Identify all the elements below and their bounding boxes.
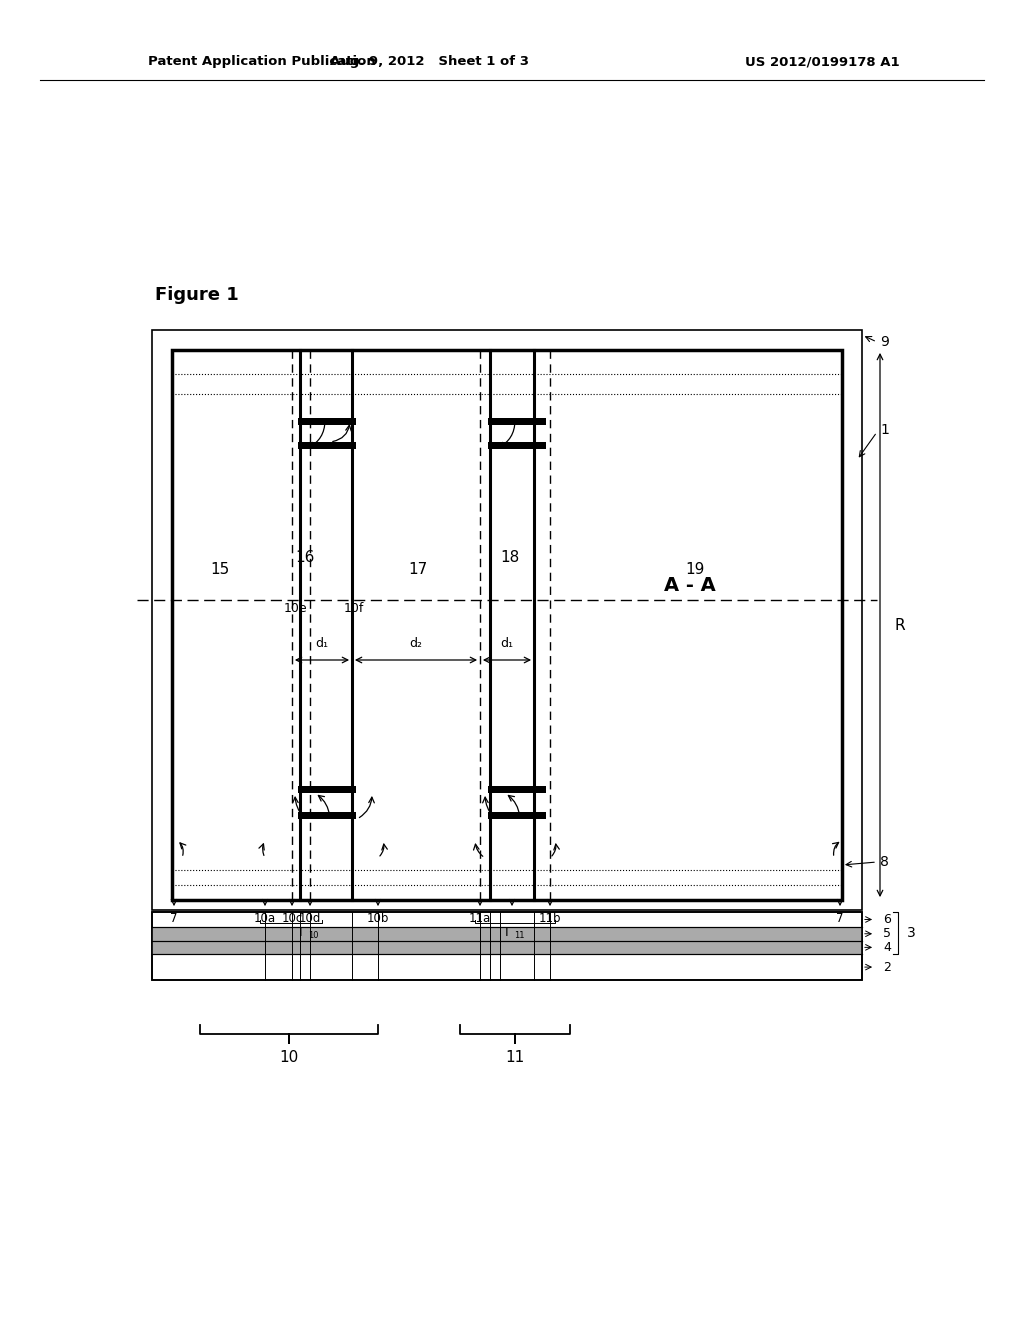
Text: 11: 11: [514, 932, 524, 940]
Text: 7: 7: [170, 912, 178, 924]
Text: 7: 7: [837, 912, 844, 924]
Text: T: T: [297, 925, 305, 939]
Text: 10: 10: [308, 932, 318, 940]
Text: 8: 8: [880, 855, 889, 869]
Text: Patent Application Publication: Patent Application Publication: [148, 55, 376, 69]
Text: 6: 6: [883, 913, 891, 927]
Bar: [298, 418, 356, 425]
Text: 10c: 10c: [282, 912, 303, 924]
Text: 10d: 10d: [299, 912, 322, 924]
Bar: [298, 785, 356, 793]
Bar: [488, 442, 546, 449]
Bar: [488, 812, 546, 818]
Bar: [152, 912, 862, 979]
Text: A - A: A - A: [665, 576, 716, 595]
Bar: [298, 812, 356, 818]
Text: 11b: 11b: [539, 912, 561, 924]
Text: 10e: 10e: [284, 602, 307, 615]
Text: 19: 19: [685, 562, 705, 578]
Text: 2: 2: [883, 961, 891, 974]
Text: 10a: 10a: [254, 912, 276, 924]
Text: 10f: 10f: [344, 602, 365, 615]
Text: d₁: d₁: [315, 638, 329, 649]
Text: 16: 16: [295, 550, 314, 565]
Text: R: R: [894, 618, 904, 632]
Text: d₂: d₂: [410, 638, 423, 649]
Text: US 2012/0199178 A1: US 2012/0199178 A1: [745, 55, 900, 69]
Bar: [152, 330, 862, 909]
Bar: [152, 912, 862, 979]
Text: 10b: 10b: [367, 912, 389, 924]
Text: Aug. 9, 2012   Sheet 1 of 3: Aug. 9, 2012 Sheet 1 of 3: [331, 55, 529, 69]
Text: 15: 15: [210, 562, 229, 578]
Text: 11a: 11a: [469, 912, 492, 924]
Text: 3: 3: [907, 927, 915, 940]
Text: 9: 9: [880, 335, 889, 348]
Text: Figure 1: Figure 1: [155, 286, 239, 304]
Bar: [488, 785, 546, 793]
Text: 1: 1: [880, 422, 889, 437]
Text: T: T: [503, 925, 511, 939]
Text: 4: 4: [883, 941, 891, 954]
Text: d₁: d₁: [501, 638, 513, 649]
Text: 17: 17: [409, 562, 428, 578]
Text: 11: 11: [506, 1049, 524, 1064]
Text: 10: 10: [280, 1049, 299, 1064]
Text: 18: 18: [501, 550, 519, 565]
Text: 5: 5: [883, 927, 891, 940]
Bar: [298, 442, 356, 449]
Bar: [152, 927, 862, 954]
Bar: [488, 418, 546, 425]
Bar: [172, 350, 842, 900]
